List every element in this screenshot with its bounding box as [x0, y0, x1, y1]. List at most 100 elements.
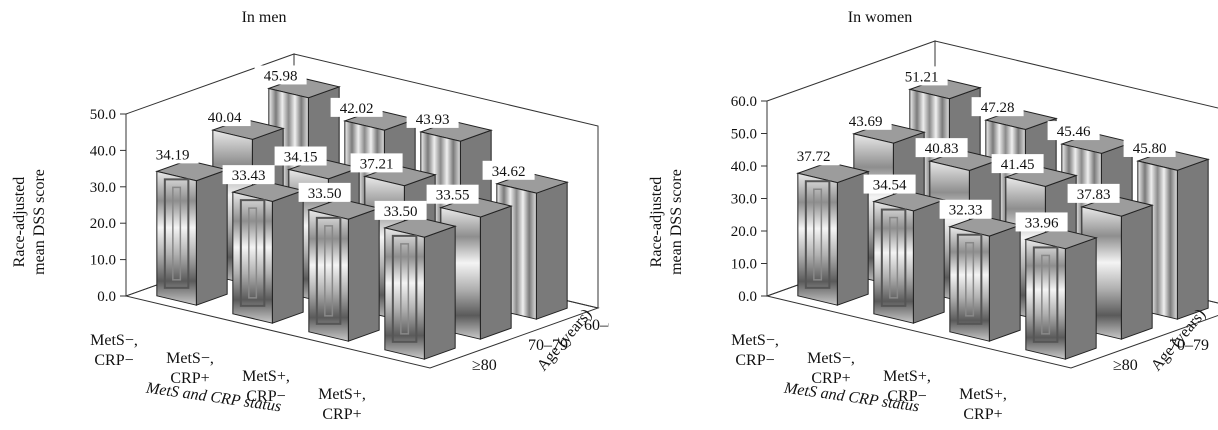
x-category-label: CRP+	[322, 406, 361, 423]
x-category-label: MetS−,	[807, 350, 855, 367]
data-label-bg	[1047, 121, 1100, 141]
data-label: 42.02	[340, 101, 374, 117]
x-category-label: CRP+	[963, 406, 1002, 423]
x-category-label: CRP−	[94, 352, 133, 369]
data-label: 45.80	[1133, 141, 1167, 157]
data-label: 34.15	[284, 150, 318, 166]
x-category-label: MetS−,	[731, 332, 779, 349]
bar-inner-frame	[1041, 254, 1051, 335]
x-category-label: CRP+	[170, 370, 209, 387]
data-label: 33.43	[232, 168, 266, 184]
data-label-bg	[222, 165, 275, 185]
data-label: 33.55	[436, 188, 470, 204]
bar-inner-frame	[1032, 246, 1059, 343]
bar-side	[988, 224, 1021, 342]
y-tick-label: 20.0	[731, 224, 757, 240]
bar-front	[384, 227, 425, 360]
data-label: 33.50	[308, 186, 342, 202]
data-label-bg	[939, 199, 992, 219]
data-label-bg	[374, 200, 427, 220]
data-label: 43.93	[416, 112, 450, 128]
data-label: 33.96	[1025, 215, 1059, 231]
data-label-bg	[198, 107, 251, 127]
bar-front	[949, 226, 990, 342]
y-tick-label: 0.0	[97, 289, 116, 305]
bar-inner-frame	[172, 186, 182, 281]
depth-category-label: 70–79	[528, 337, 568, 354]
depth-category-label: 70–79	[1169, 337, 1209, 354]
y-tick-label: 10.0	[90, 253, 116, 269]
data-label: 37.83	[1077, 187, 1111, 203]
chart-body: 0.0 10.0 20.0 30.0 40.0 50.0 45.98 42.02 43.93 34…	[11, 9, 609, 423]
y-tick-label: 50.0	[731, 127, 757, 143]
men-chart-panel: 0.0 10.0 20.0 30.0 40.0 50.0 45.98 42.02 43.93 34…	[11, 9, 609, 423]
y-tick-label: 40.0	[90, 143, 116, 159]
bar-side	[1120, 204, 1153, 340]
bar-side	[1064, 237, 1097, 360]
data-label: 34.54	[873, 178, 907, 194]
y-axis-title: mean DSS score	[668, 169, 685, 275]
y-tick-label: 60.0	[731, 94, 757, 110]
data-label: 34.62	[492, 164, 526, 180]
bar-inner-frame	[813, 188, 823, 281]
data-label: 33.50	[384, 204, 418, 220]
x-category-label: MetS+,	[959, 386, 1007, 403]
bar-side	[271, 189, 304, 324]
data-label-bg	[1123, 137, 1176, 157]
data-label: 45.46	[1057, 124, 1091, 140]
bar-inner-frame	[956, 233, 983, 325]
data-label: 32.33	[949, 203, 983, 219]
data-label-bg	[274, 146, 327, 166]
y-tick-label: 10.0	[731, 257, 757, 273]
data-label-bg	[1015, 212, 1068, 232]
x-category-label: MetS−,	[166, 350, 214, 367]
bar-inner-frame	[315, 216, 342, 325]
data-label: 47.28	[981, 100, 1015, 116]
data-label-bg	[787, 146, 840, 166]
y-axis-title: Race-adjusted	[11, 177, 28, 268]
data-label: 40.83	[925, 141, 959, 157]
data-label-bg	[482, 160, 535, 180]
data-label-bg	[426, 184, 479, 204]
chart-title: In men	[242, 9, 287, 26]
y-axis-title: mean DSS score	[31, 169, 48, 275]
women-chart-svg: 0.0 10.0 20.0 30.0 40.0 50.0 60.0 51.21 47.28 45.…	[648, 9, 1218, 423]
x-category-label: MetS+,	[883, 368, 931, 385]
data-label-bg	[146, 144, 199, 164]
data-label: 43.69	[849, 114, 883, 130]
bar-inner-frame	[324, 225, 334, 317]
data-label-bg	[863, 174, 916, 194]
bar-side	[195, 169, 228, 306]
chart-body: 0.0 10.0 20.0 30.0 40.0 50.0 60.0 51.21 47.28 45.…	[648, 9, 1218, 423]
bar-side	[912, 199, 945, 324]
bar-side	[1176, 158, 1209, 320]
bar-front	[232, 191, 273, 324]
bar-inner-frame	[880, 208, 907, 307]
bar-inner-frame	[391, 234, 418, 343]
y-tick-label: 50.0	[90, 107, 116, 123]
bar-front	[1025, 238, 1066, 360]
depth-category-label: ≥80	[1113, 357, 1138, 374]
women-chart-panel: 0.0 10.0 20.0 30.0 40.0 50.0 60.0 51.21 47.28 45.…	[609, 0, 1218, 430]
data-label-bg	[895, 66, 948, 86]
data-label: 37.21	[360, 156, 394, 172]
data-label-bg	[915, 138, 968, 158]
bar-inner-frame	[889, 216, 899, 299]
data-label: 40.04	[208, 110, 242, 126]
men-chart-svg: 0.0 10.0 20.0 30.0 40.0 50.0 45.98 42.02 43.93 34…	[11, 9, 609, 423]
data-label-bg	[298, 182, 351, 202]
data-label-bg	[839, 110, 892, 130]
data-label: 51.21	[905, 69, 939, 85]
bar-front	[873, 200, 914, 324]
bar-side	[836, 170, 869, 306]
bar-inner-frame	[965, 241, 975, 317]
bar-front	[797, 172, 838, 306]
bar-inner-frame	[239, 199, 266, 307]
x-category-label: MetS−,	[90, 332, 138, 349]
data-label-bg	[254, 65, 307, 85]
data-label-bg	[350, 153, 403, 173]
data-label-bg	[330, 97, 383, 117]
x-category-label: CRP+	[811, 370, 850, 387]
depth-category-label: 60–69	[584, 317, 609, 334]
bar-inner-frame	[163, 178, 190, 289]
